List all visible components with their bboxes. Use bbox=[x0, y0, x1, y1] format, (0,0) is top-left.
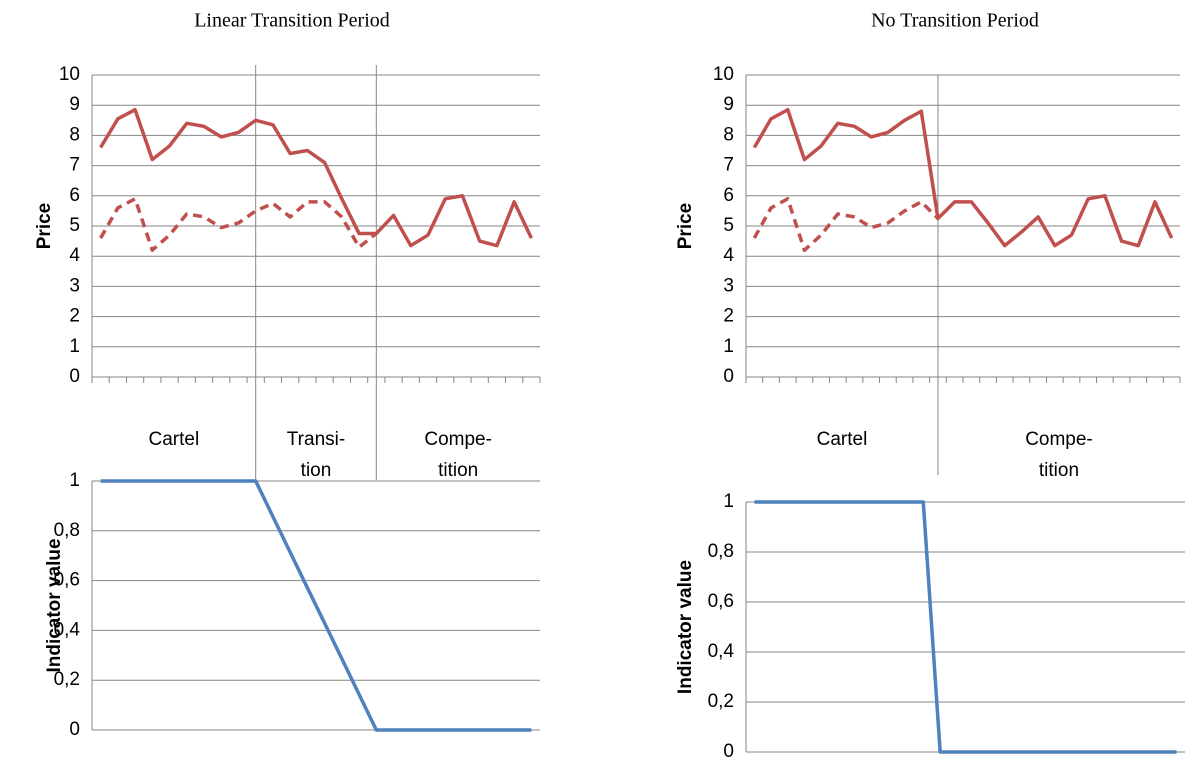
group-label: Compe- bbox=[1025, 429, 1093, 450]
y-tick-label: 0,4 bbox=[708, 641, 735, 662]
y-tick-label: 1 bbox=[69, 470, 80, 491]
y-tick-label: 0 bbox=[723, 366, 734, 387]
series-line bbox=[752, 107, 1174, 248]
y-tick-label: 0,8 bbox=[54, 520, 80, 541]
group-label: tion bbox=[301, 460, 332, 481]
y-tick-label: 0,2 bbox=[54, 669, 80, 690]
y-tick-label: 10 bbox=[59, 64, 80, 85]
y-tick-label: 5 bbox=[69, 215, 80, 236]
y-tick-label: 6 bbox=[723, 185, 734, 206]
series-line bbox=[754, 500, 1177, 754]
y-tick-label: 0,8 bbox=[708, 541, 734, 562]
group-label: Cartel bbox=[149, 429, 200, 450]
y-tick-label: 4 bbox=[69, 245, 80, 266]
y-tick-label: 4 bbox=[723, 245, 734, 266]
y-tick-label: 6 bbox=[69, 185, 80, 206]
y-tick-label: 0,6 bbox=[708, 591, 734, 612]
group-label: tition bbox=[438, 460, 478, 481]
y-tick-label: 0 bbox=[723, 741, 734, 760]
y-axis-label: Price bbox=[675, 203, 696, 249]
y-tick-label: 0,2 bbox=[708, 691, 734, 712]
y-tick-label: 0,6 bbox=[54, 570, 80, 591]
group-label: Cartel bbox=[817, 429, 868, 450]
chart-title: Linear Transition Period bbox=[194, 10, 390, 32]
y-tick-label: 1 bbox=[69, 336, 80, 357]
y-tick-label: 0 bbox=[69, 719, 80, 740]
chart-title: No Transition Period bbox=[871, 10, 1039, 32]
series-line bbox=[752, 197, 940, 252]
y-tick-label: 8 bbox=[723, 124, 734, 145]
series-line bbox=[100, 479, 532, 732]
group-label: tition bbox=[1039, 460, 1079, 481]
y-tick-label: 3 bbox=[723, 275, 734, 296]
y-axis-label: Indicator value bbox=[675, 560, 696, 694]
group-label: Transi- bbox=[287, 429, 345, 450]
y-tick-label: 5 bbox=[723, 215, 734, 236]
y-tick-label: 1 bbox=[723, 491, 734, 512]
y-tick-label: 7 bbox=[723, 155, 734, 176]
y-tick-label: 2 bbox=[723, 306, 734, 327]
y-tick-label: 8 bbox=[69, 124, 80, 145]
y-tick-label: 10 bbox=[713, 64, 734, 85]
y-tick-label: 7 bbox=[69, 155, 80, 176]
y-tick-label: 9 bbox=[723, 94, 734, 115]
y-tick-label: 0,4 bbox=[54, 619, 81, 640]
y-tick-label: 2 bbox=[69, 306, 80, 327]
series-line bbox=[99, 197, 378, 252]
y-tick-label: 0 bbox=[69, 366, 80, 387]
y-tick-label: 1 bbox=[723, 336, 734, 357]
y-tick-label: 3 bbox=[69, 275, 80, 296]
y-tick-label: 9 bbox=[69, 94, 80, 115]
group-label: Compe- bbox=[424, 429, 492, 450]
series-line bbox=[99, 107, 533, 248]
y-axis-label: Indicator value bbox=[44, 538, 65, 672]
y-axis-label: Price bbox=[34, 203, 55, 249]
